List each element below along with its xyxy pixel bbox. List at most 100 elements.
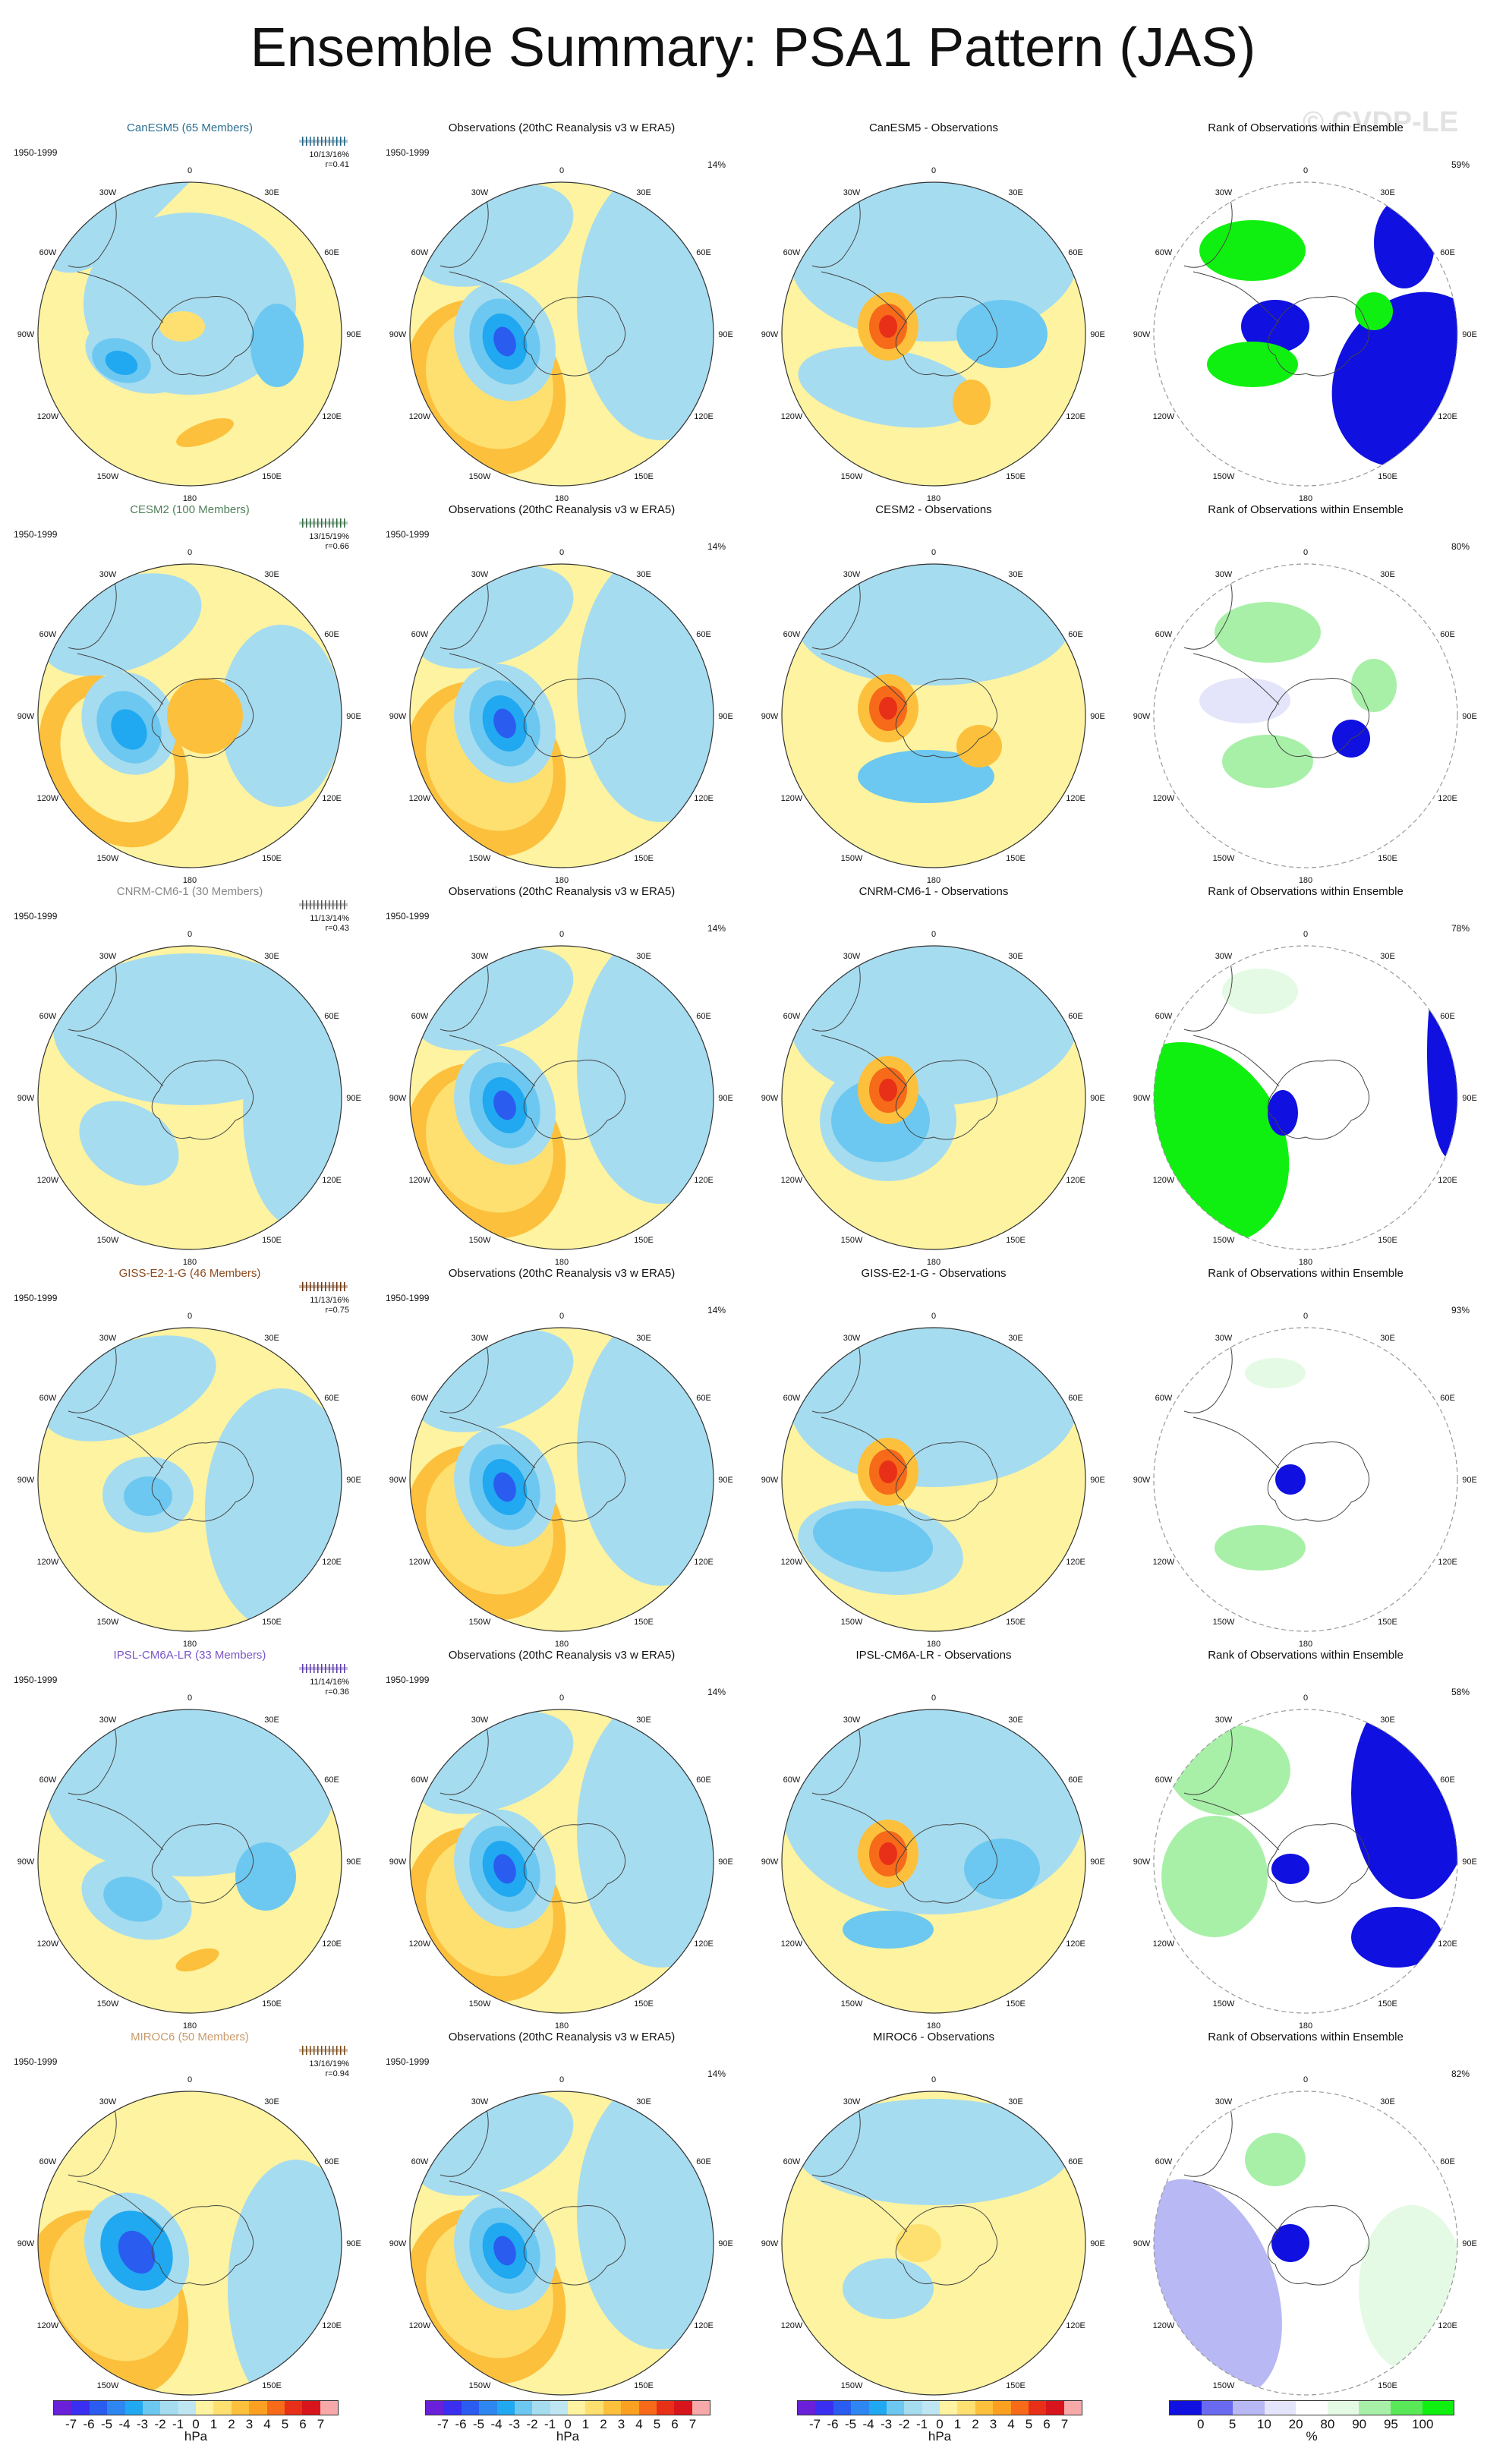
lon-label-60e: 60E [1068, 1776, 1083, 1785]
lon-label-s: 180 [555, 494, 569, 501]
lon-label-30e: 30E [1008, 188, 1023, 197]
lon-label-60w: 60W [39, 2157, 57, 2166]
lon-label-60w: 60W [1155, 248, 1173, 257]
colorbar-cell [975, 2401, 994, 2415]
colorbar-ticks: -7 -6 -5 -4 -3 -2 -1 0 1 2 3 4 5 6 7 [425, 2415, 710, 2432]
lon-label-30e: 30E [1380, 188, 1395, 197]
lon-label-60e: 60E [324, 1394, 339, 1403]
lon-label-60w: 60W [411, 1012, 429, 1021]
colorbar-cell [142, 2401, 161, 2415]
lon-label-90w: 90W [1133, 2239, 1151, 2248]
colorbar-tick-label: 2 [228, 2417, 235, 2431]
lon-label-150e: 150E [1378, 854, 1397, 863]
lon-label-s: 180 [1299, 494, 1312, 501]
lon-label-30e: 30E [264, 2097, 279, 2106]
lon-label-120w: 120W [781, 2321, 803, 2330]
lon-label-60e: 60E [1440, 1776, 1455, 1785]
lon-label-30w: 30W [1215, 1334, 1233, 1343]
lon-label-90w: 90W [761, 330, 779, 339]
colorbar-tick-label: 2 [600, 2417, 607, 2431]
colorbar-cell [674, 2401, 692, 2415]
lon-label-30w: 30W [843, 188, 861, 197]
pattern-stats: 10/13/16% r=0.41 [309, 150, 349, 170]
lon-label-90e: 90E [1090, 1094, 1105, 1103]
lon-label-90w: 90W [17, 2239, 35, 2248]
lon-label-60w: 60W [39, 1012, 57, 1021]
lon-label-30e: 30E [1008, 952, 1023, 961]
colorbar-cell [1170, 2401, 1202, 2415]
colorbar-tick-label: -4 [490, 2417, 503, 2431]
lon-label-120e: 120E [322, 1939, 342, 1949]
lon-label-s: 180 [1299, 2021, 1312, 2028]
colorbar-tick-label: 5 [653, 2417, 661, 2431]
colorbar-tick-label: 3 [989, 2417, 997, 2431]
lon-label-90w: 90W [17, 1857, 35, 1867]
colorbar-tick-label: -5 [472, 2417, 485, 2431]
map-panel: Observations (20thC Reanalysis v3 w ERA5… [380, 2031, 744, 2410]
period-label: 1950-1999 [386, 2056, 430, 2067]
lon-label-30w: 30W [843, 952, 861, 961]
colorbar-tick-label: 80 [1320, 2417, 1335, 2431]
lon-label-60w: 60W [1155, 630, 1173, 639]
colorbar-tick-label: 4 [635, 2417, 643, 2431]
lon-label-120w: 120W [1153, 1939, 1175, 1949]
colorbar-tick-label: 90 [1352, 2417, 1367, 2431]
lon-label-30w: 30W [471, 2097, 489, 2106]
pattern-stats: 11/13/16% r=0.75 [310, 1296, 349, 1315]
lon-label-150w: 150W [469, 854, 491, 863]
lon-label-n: 0 [931, 1694, 936, 1703]
colorbar-tick-label: -6 [827, 2417, 839, 2431]
lon-label-60w: 60W [1155, 1012, 1173, 1021]
lon-label-120e: 120E [322, 2321, 342, 2330]
lon-label-150e: 150E [1006, 1999, 1026, 2009]
lon-label-90w: 90W [389, 330, 407, 339]
panel-title: Rank of Observations within Ensemble [1208, 885, 1404, 898]
lon-label-90e: 90E [718, 1857, 733, 1867]
lon-label-s: 180 [555, 2021, 569, 2028]
lon-label-120e: 120E [322, 412, 342, 421]
lon-label-150w: 150W [469, 1999, 491, 2009]
lon-label-120e: 120E [694, 412, 714, 421]
colorbar-tick-label: 1 [581, 2417, 590, 2431]
lon-label-60w: 60W [783, 1776, 801, 1785]
lon-label-90w: 90W [1133, 1094, 1151, 1103]
lon-label-n: 0 [931, 930, 936, 939]
colorbar-tick-label: 0 [564, 2417, 572, 2431]
lon-label-30e: 30E [1008, 1334, 1023, 1343]
colorbar-ticks: 0 5 10 20 80 90 95 100 [1169, 2415, 1454, 2432]
lon-label-150e: 150E [262, 1999, 282, 2009]
map-panel: MIROC6 (50 Members) 1950-1999 13/16/19% r=0… [8, 2031, 372, 2410]
lon-label-120e: 120E [694, 1176, 714, 1185]
colorbar-cell [1359, 2401, 1391, 2415]
colorbar-cell [1327, 2401, 1359, 2415]
lon-label-150w: 150W [1213, 472, 1235, 481]
lon-label-60e: 60E [696, 1394, 711, 1403]
lon-label-60e: 60E [1440, 2157, 1455, 2166]
lon-label-90e: 90E [1090, 1476, 1105, 1485]
lon-label-90w: 90W [17, 330, 35, 339]
lon-label-s: 180 [183, 2021, 197, 2028]
lon-label-150w: 150W [841, 472, 863, 481]
lon-label-s: 180 [927, 2021, 940, 2028]
lon-label-30e: 30E [264, 570, 279, 579]
panel-title: Rank of Observations within Ensemble [1208, 1267, 1404, 1280]
lon-label-90w: 90W [389, 2239, 407, 2248]
map-panel: CESM2 (100 Members) 1950-1999 13/15/19% r=0… [8, 503, 372, 883]
lon-label-n: 0 [559, 2075, 564, 2084]
colorbar-tick-label: -7 [65, 2417, 77, 2431]
lon-label-120e: 120E [322, 1558, 342, 1567]
lon-label-90e: 90E [346, 712, 361, 721]
lon-label-s: 180 [183, 1258, 197, 1265]
colorbar-ticks: -7 -6 -5 -4 -3 -2 -1 0 1 2 3 4 5 6 7 [53, 2415, 339, 2432]
rank-percent: 80% [1451, 541, 1470, 552]
period-label: 1950-1999 [14, 147, 58, 158]
lon-label-120w: 120W [781, 1558, 803, 1567]
colorbar-cell [603, 2401, 622, 2415]
colorbar-cell [568, 2401, 586, 2415]
lon-label-90w: 90W [761, 2239, 779, 2248]
